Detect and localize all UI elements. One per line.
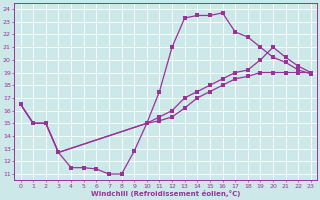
- X-axis label: Windchill (Refroidissement éolien,°C): Windchill (Refroidissement éolien,°C): [91, 190, 240, 197]
